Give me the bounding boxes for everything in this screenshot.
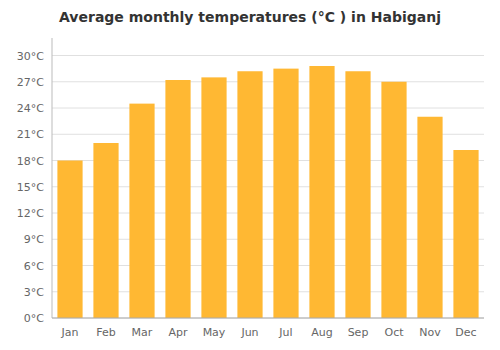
- x-tick-label: Oct: [384, 326, 404, 339]
- x-tick-label: Feb: [96, 326, 115, 339]
- bar: [93, 143, 118, 318]
- y-tick-label: 18°C: [17, 155, 44, 168]
- bar: [237, 71, 262, 318]
- chart: Average monthly temperatures (°C ) in Ha…: [0, 0, 500, 350]
- x-tick-label: Jan: [61, 326, 79, 339]
- grid: [52, 56, 484, 319]
- grid-line: [52, 108, 484, 109]
- title: Average monthly temperatures (°C ) in Ha…: [59, 9, 441, 25]
- x-tick-label: Jun: [240, 326, 258, 339]
- y-axis-line: [52, 38, 53, 318]
- bar: [345, 71, 370, 318]
- bar: [273, 69, 298, 318]
- bar: [57, 161, 82, 319]
- y-tick-label: 6°C: [24, 260, 44, 273]
- y-tick-label: 24°C: [17, 102, 44, 115]
- y-tick-label: 0°C: [24, 312, 44, 325]
- grid-line: [52, 55, 484, 56]
- y-tick-label: 27°C: [17, 76, 44, 89]
- bar: [201, 77, 226, 318]
- grid-line: [52, 81, 484, 82]
- grid-line: [52, 318, 484, 319]
- x-tick-label: Dec: [455, 326, 476, 339]
- bar: [417, 117, 442, 318]
- x-tick-label: Nov: [419, 326, 441, 339]
- y-tick-label: 15°C: [17, 181, 44, 194]
- bar: [165, 80, 190, 318]
- bar: [129, 104, 154, 318]
- x-tick-label: May: [203, 326, 226, 339]
- bar: [309, 66, 334, 318]
- bar: [381, 82, 406, 318]
- bar: [453, 150, 478, 318]
- x-tick-label: Mar: [132, 326, 153, 339]
- x-axis-line: [52, 318, 484, 319]
- x-tick-label: Sep: [348, 326, 369, 339]
- y-axis: 0°C 3°C 6°C 9°C 12°C 15°C 18°C 21°C 24°C 27°C 30°C: [17, 38, 52, 325]
- chart-container: Average monthly temperatures (°C ) in Ha…: [0, 0, 500, 350]
- y-tick-label: 3°C: [24, 286, 44, 299]
- x-tick-label: Apr: [168, 326, 188, 339]
- x-tick-label: Aug: [311, 326, 332, 339]
- y-tick-label: 21°C: [17, 128, 44, 141]
- x-tick-label: Jul: [278, 326, 292, 339]
- bars: [57, 66, 478, 318]
- y-tick-label: 12°C: [17, 207, 44, 220]
- y-tick-label: 30°C: [17, 50, 44, 63]
- y-tick-label: 9°C: [24, 233, 44, 246]
- x-axis: Jan Feb Mar Apr May Jun Jul Aug Sep Oct Nov Dec: [52, 318, 484, 339]
